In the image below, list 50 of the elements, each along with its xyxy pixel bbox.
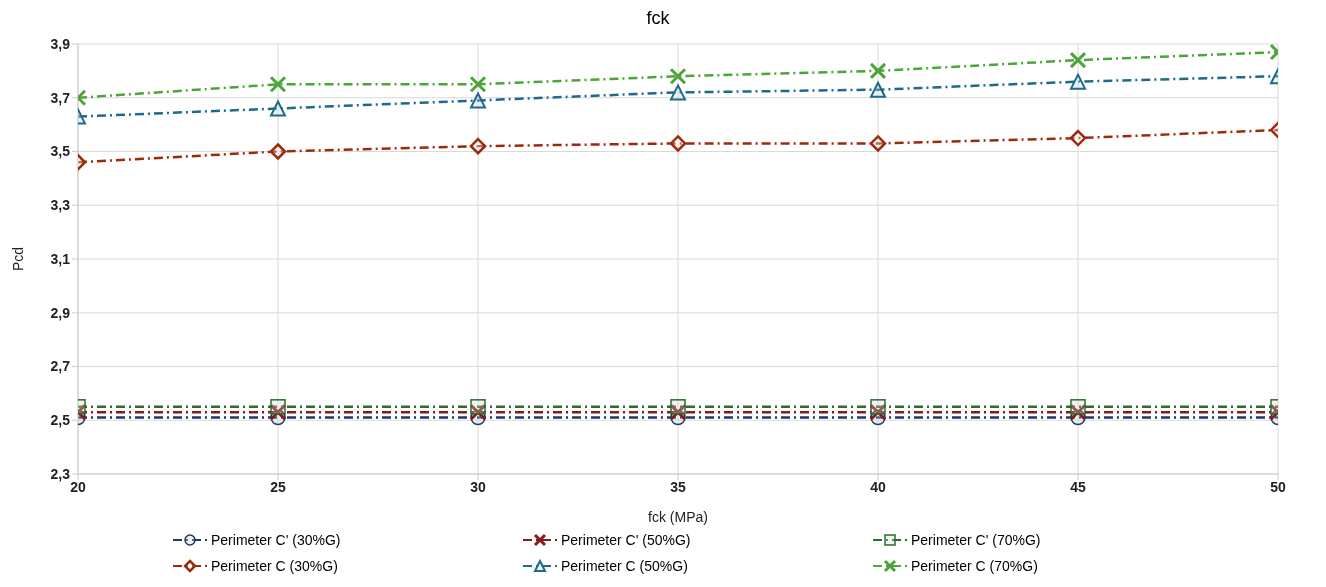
y-tick-label: 3,5: [50, 143, 71, 160]
y-tick-label: 2,9: [50, 304, 71, 321]
chart-title: fck: [645, 8, 671, 30]
point: [870, 399, 886, 415]
x-tick-label: 50: [1270, 478, 1286, 495]
x-tick-label: 35: [670, 478, 686, 495]
point: [1069, 129, 1087, 147]
legend-label: Perimeter C (50%G): [561, 558, 688, 574]
point: [1069, 51, 1087, 69]
point: [669, 135, 687, 152]
y-tick-label: 3,1: [50, 250, 71, 267]
legend-label: Perimeter C' (70%G): [911, 532, 1041, 548]
point: [269, 403, 287, 421]
point: [469, 137, 487, 155]
point: [270, 100, 286, 117]
y-axis-title: Pcd: [9, 246, 26, 272]
x-tick-label: 25: [270, 478, 286, 495]
point: [269, 143, 287, 160]
point: [1069, 403, 1087, 421]
y-tick-label: 2,3: [50, 465, 71, 482]
legend-label: Perimeter C (70%G): [911, 558, 1038, 574]
y-tick-label: 2,7: [50, 358, 71, 375]
x-tick-label: 20: [70, 478, 86, 495]
y-tick-label: 2,5: [50, 412, 71, 429]
point: [1070, 399, 1086, 415]
legend-label: Perimeter C' (30%G): [211, 532, 341, 548]
point: [870, 81, 886, 98]
x-axis-title: fck (MPa): [648, 509, 708, 525]
x-tick-label: 40: [870, 478, 886, 495]
point: [1070, 73, 1086, 90]
legend-label: Perimeter C' (50%G): [561, 532, 691, 548]
point: [470, 399, 486, 415]
x-tick-label: 45: [1070, 478, 1086, 495]
point: [669, 67, 687, 85]
point: [670, 84, 686, 101]
point: [469, 75, 487, 93]
point: [469, 403, 487, 421]
point: [270, 399, 286, 415]
point: [669, 403, 687, 421]
point: [869, 135, 887, 152]
point: [269, 75, 287, 93]
point: [869, 62, 887, 80]
point: [470, 92, 486, 109]
point: [670, 399, 686, 415]
y-tick-label: 3,9: [50, 35, 71, 52]
x-tick-label: 30: [470, 478, 486, 495]
y-tick-label: 3,3: [50, 197, 71, 214]
y-tick-label: 3,7: [50, 89, 71, 106]
point: [869, 403, 887, 421]
legend-label: Perimeter C (30%G): [211, 558, 338, 574]
